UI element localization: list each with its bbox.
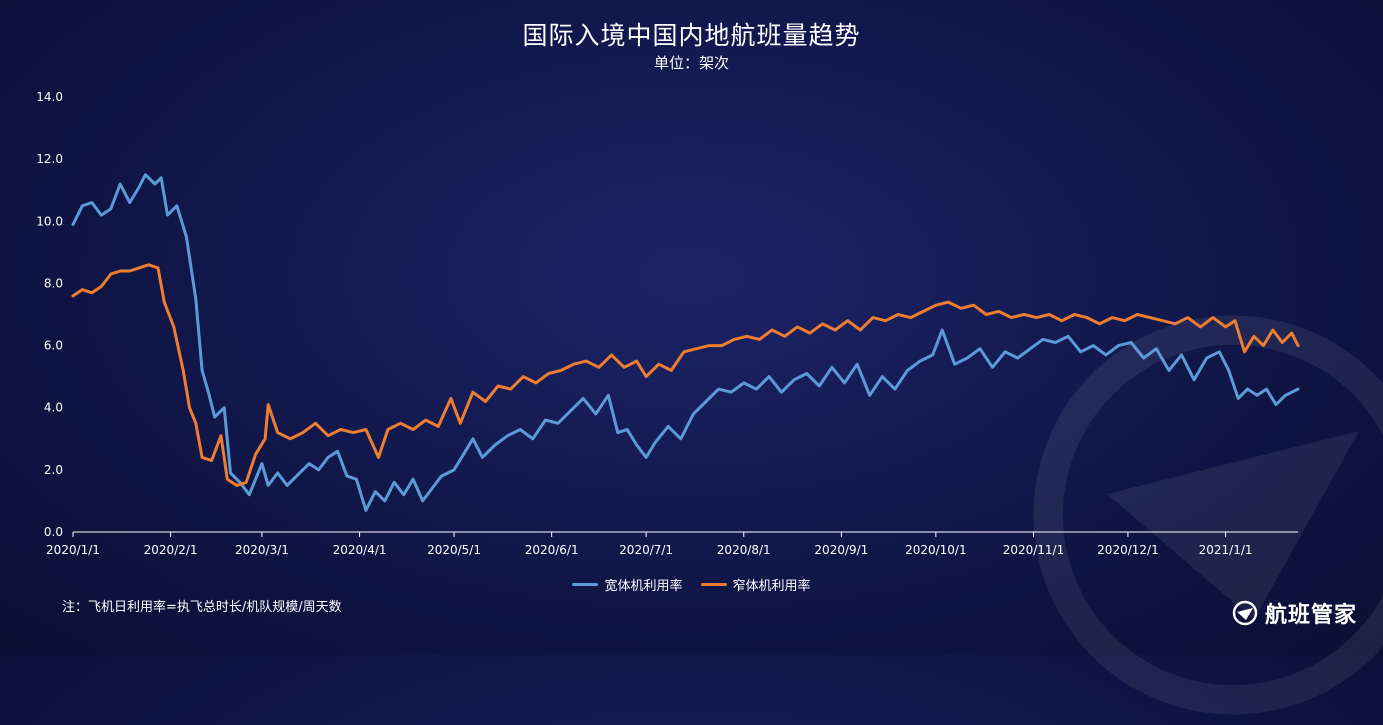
x-tick-label-10: 2020/11/1 [1003, 543, 1065, 557]
x-tick-label-1: 2020/2/1 [144, 543, 198, 557]
y-tick-label-1: 2.0 [44, 463, 63, 477]
footnote: 注：飞机日利用率=执飞总时长/机队规模/周天数 [62, 600, 342, 615]
x-tick-label-7: 2020/8/1 [717, 543, 771, 557]
x-tick-label-12: 2021/1/1 [1199, 543, 1253, 557]
y-tick-label-4: 8.0 [44, 276, 63, 290]
y-tick-label-2: 4.0 [44, 401, 63, 415]
series-line-narrow-body [71, 263, 1300, 487]
brand-logo: 航班管家 [1232, 597, 1357, 629]
brand-name: 航班管家 [1264, 603, 1357, 628]
x-tick-label-5: 2020/6/1 [525, 543, 579, 557]
line-chart: 0.0 2.0 4.0 6.0 8.0 10.0 12.0 14.0 2020/1/1 2020/… [36, 90, 1300, 557]
y-tick-label-0: 0.0 [44, 525, 63, 539]
x-tick-label-11: 2020/12/1 [1097, 543, 1159, 557]
legend-label-narrow-body: 窄体机利用率 [732, 579, 811, 594]
x-tick-label-9: 2020/10/1 [905, 543, 967, 557]
x-tick-label-3: 2020/4/1 [333, 543, 387, 557]
legend-item-narrow-body[interactable]: 窄体机利用率 [700, 575, 811, 594]
chart-subtitle: 单位：架次 [653, 54, 729, 72]
series-line-wide-body [71, 173, 1300, 512]
x-tick-label-2: 2020/3/1 [235, 543, 289, 557]
legend-item-wide-body[interactable]: 宽体机利用率 [572, 575, 683, 594]
y-tick-label-7: 14.0 [36, 90, 63, 104]
legend-swatch-narrow-body [700, 583, 727, 586]
x-tick-label-0: 2020/1/1 [46, 543, 100, 557]
y-tick-label-3: 6.0 [44, 339, 63, 353]
x-tick-label-6: 2020/7/1 [619, 543, 673, 557]
x-tick-label-4: 2020/5/1 [427, 543, 481, 557]
legend-label-wide-body: 宽体机利用率 [604, 579, 683, 594]
plane-globe-icon [1232, 600, 1258, 626]
y-tick-label-5: 10.0 [36, 214, 63, 228]
y-tick-label-6: 12.0 [36, 152, 63, 166]
chart-title: 国际入境中国内地航班量趋势 [522, 21, 861, 50]
x-tick-label-8: 2020/9/1 [814, 543, 868, 557]
legend-swatch-wide-body [572, 583, 599, 586]
legend: 宽体机利用率 窄体机利用率 [0, 575, 1383, 594]
